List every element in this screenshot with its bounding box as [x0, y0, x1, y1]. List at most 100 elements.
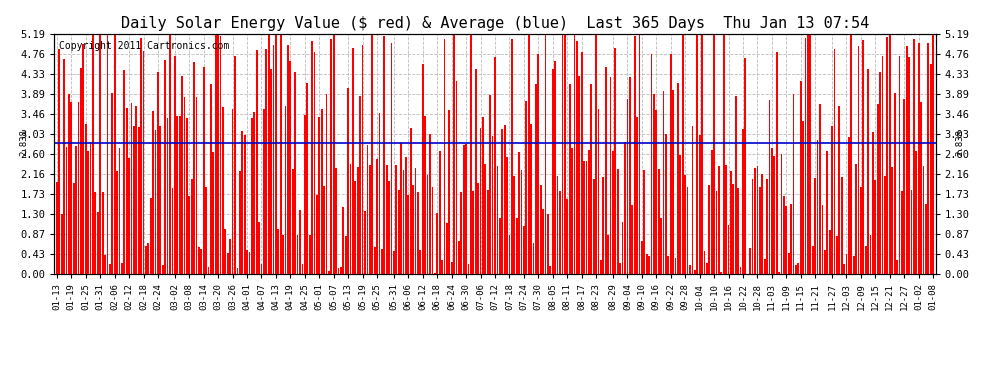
Bar: [347, 87, 349, 274]
Bar: [215, 34, 217, 274]
Bar: [166, 118, 168, 274]
Bar: [564, 34, 565, 274]
Bar: [857, 46, 859, 274]
Bar: [417, 192, 419, 274]
Bar: [186, 118, 188, 274]
Bar: [862, 40, 864, 274]
Bar: [583, 161, 585, 274]
Bar: [761, 174, 763, 274]
Bar: [164, 60, 166, 274]
Bar: [381, 249, 383, 274]
Bar: [314, 52, 316, 274]
Bar: [126, 108, 128, 274]
Bar: [393, 251, 395, 274]
Bar: [292, 169, 294, 274]
Bar: [143, 51, 145, 274]
Bar: [104, 255, 106, 274]
Bar: [540, 185, 542, 274]
Bar: [294, 72, 296, 274]
Bar: [111, 93, 113, 274]
Bar: [213, 152, 214, 274]
Bar: [82, 44, 84, 274]
Bar: [687, 187, 688, 274]
Bar: [879, 72, 881, 274]
Bar: [832, 126, 833, 274]
Bar: [716, 191, 718, 274]
Bar: [482, 117, 484, 274]
Bar: [547, 213, 548, 274]
Bar: [487, 190, 489, 274]
Bar: [494, 57, 496, 274]
Bar: [444, 39, 446, 274]
Bar: [309, 235, 311, 274]
Bar: [376, 159, 378, 274]
Bar: [822, 205, 824, 274]
Bar: [617, 169, 619, 274]
Bar: [788, 253, 790, 274]
Bar: [432, 187, 434, 274]
Bar: [523, 226, 525, 274]
Bar: [270, 69, 272, 274]
Bar: [839, 106, 841, 274]
Bar: [391, 44, 392, 274]
Bar: [162, 265, 163, 274]
Bar: [667, 256, 669, 274]
Bar: [258, 222, 260, 274]
Bar: [188, 196, 190, 274]
Bar: [92, 34, 94, 274]
Bar: [395, 165, 397, 274]
Bar: [773, 156, 775, 274]
Bar: [467, 264, 469, 274]
Bar: [400, 143, 402, 274]
Bar: [632, 205, 634, 274]
Bar: [119, 148, 121, 274]
Bar: [489, 95, 491, 274]
Bar: [641, 241, 643, 274]
Bar: [906, 46, 908, 274]
Bar: [648, 256, 650, 274]
Bar: [718, 166, 720, 274]
Bar: [827, 152, 828, 274]
Text: 2.838: 2.838: [19, 129, 28, 156]
Bar: [918, 44, 920, 274]
Bar: [289, 60, 291, 274]
Bar: [886, 38, 888, 274]
Bar: [152, 111, 154, 274]
Bar: [744, 58, 746, 274]
Bar: [514, 176, 515, 274]
Bar: [237, 268, 239, 274]
Bar: [275, 34, 277, 274]
Bar: [573, 34, 575, 274]
Bar: [244, 135, 246, 274]
Bar: [427, 175, 429, 274]
Bar: [805, 38, 807, 274]
Bar: [670, 54, 671, 274]
Bar: [328, 271, 330, 274]
Bar: [403, 171, 405, 274]
Bar: [282, 235, 284, 274]
Bar: [280, 34, 281, 274]
Bar: [412, 184, 414, 274]
Bar: [595, 34, 597, 274]
Bar: [860, 187, 862, 274]
Bar: [354, 181, 356, 274]
Bar: [102, 192, 104, 274]
Bar: [771, 148, 773, 274]
Bar: [484, 164, 486, 274]
Bar: [566, 200, 568, 274]
Bar: [662, 91, 664, 274]
Bar: [928, 43, 930, 274]
Bar: [738, 188, 740, 274]
Bar: [446, 223, 447, 274]
Bar: [916, 152, 917, 274]
Bar: [571, 148, 573, 274]
Bar: [709, 185, 710, 274]
Bar: [726, 165, 727, 274]
Bar: [889, 34, 891, 274]
Bar: [877, 104, 879, 274]
Bar: [159, 126, 161, 274]
Bar: [179, 116, 180, 274]
Bar: [336, 168, 337, 274]
Bar: [200, 249, 202, 274]
Bar: [374, 248, 375, 274]
